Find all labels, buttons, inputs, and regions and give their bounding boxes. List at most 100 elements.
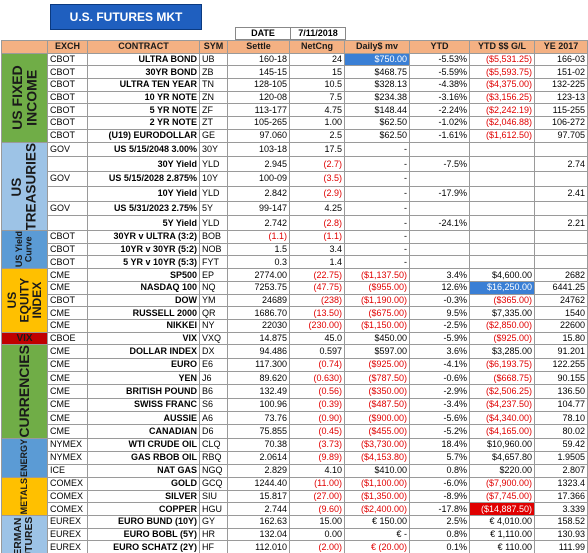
cell: (2.9) (289, 185, 345, 202)
cell: - (344, 255, 410, 270)
cell: NOB (199, 242, 228, 257)
cell (469, 185, 535, 202)
cell: 80.02 (534, 424, 588, 439)
cell: (11.00) (289, 476, 345, 491)
cell: - (344, 215, 410, 232)
cell: ($14,887.50) (469, 502, 535, 516)
cell (534, 242, 588, 257)
cell: 128-105 (227, 78, 290, 92)
cell: -4.1% (409, 357, 470, 373)
data-row: CME CANADIAN D6 75.855 (0.45) ($455.00) -5.2%(… (2, 424, 588, 439)
cell: (9.89) (289, 450, 345, 465)
cell: 100-09 (227, 171, 290, 187)
cell: € (20.00) (344, 540, 410, 553)
cell: ($787.50) (344, 371, 410, 386)
cell: 2.5 (289, 128, 345, 143)
cell (409, 171, 470, 187)
cell: -24.1% (409, 215, 470, 232)
data-row: CME RUSSELL 2000 QR 1686.70 (13.50) ($675.00)… (2, 306, 588, 320)
cell (409, 242, 470, 257)
cell: US 5/15/2048 3.00% (87, 141, 200, 158)
cell: 112.010 (227, 540, 290, 553)
cell: D6 (199, 424, 228, 439)
cell: ICE (47, 463, 88, 478)
data-row: US Yield Curve CBOT 30YR v ULTRA (3:2) BOB(… (1, 230, 588, 270)
data-row: COMEX COPPER HGU 2.744 (9.60) ($2,400.00) -17.… (2, 502, 588, 516)
cell: RBQ (199, 450, 228, 465)
cell: GY (199, 514, 228, 529)
cell: 3.6% (409, 344, 470, 359)
data-row: ICE NAT GAS NGQ 2.829 4.10 $410.00 0.8% $220.00… (2, 463, 588, 478)
cell: CBOT (47, 128, 88, 143)
cell: RUSSELL 2000 (87, 306, 200, 320)
cell: TN (199, 78, 228, 92)
cell (469, 230, 535, 244)
cell: ($925.00) (469, 331, 535, 346)
cell: (2.8) (289, 215, 345, 232)
cell: CLQ (199, 437, 228, 452)
cell: 130.93 (534, 527, 588, 542)
cell: 4.10 (289, 463, 345, 478)
date-label: DATE (235, 27, 291, 40)
cell: CBOT (47, 116, 88, 130)
cell: 160-18 (227, 52, 290, 67)
group-label-cell: ENERGY (1, 437, 48, 478)
sheet-title: U.S. FUTURES MKT (50, 4, 202, 30)
cell: GOLD (87, 476, 200, 491)
cell: FYT (199, 255, 228, 270)
group-label-cell: US EQUITY INDEX (1, 268, 48, 333)
column-header: Settle (227, 40, 290, 54)
cell: HF (199, 540, 228, 553)
cell: (2.00) (289, 540, 345, 553)
cell: CME (47, 411, 88, 426)
date-value: 7/11/2018 (290, 27, 346, 40)
group-label-cell: US FIXED INCOME (1, 52, 48, 143)
cell: 5Y (199, 200, 228, 217)
cell (409, 200, 470, 217)
cell: 6441.25 (534, 280, 588, 295)
cell: VXQ (199, 331, 228, 346)
cell: EUREX (47, 527, 88, 542)
cell: ($3,730.00) (344, 437, 410, 452)
cell: NIKKEI (87, 318, 200, 333)
cell: COMEX (47, 489, 88, 504)
cell: NY (199, 318, 228, 333)
group-label: ENERGY (18, 438, 29, 477)
group-label: US Yield Curve (14, 231, 34, 268)
cell: 3.339 (534, 502, 588, 516)
cell: DX (199, 344, 228, 359)
data-row: 5Y Yield YLD 2.742 (2.8) - -24.1% 2.21 (2, 215, 588, 232)
data-row: CBOT 30YR BOND ZB 145-15 15 $468.75 -5.59% ($5,… (2, 65, 588, 80)
cell: COPPER (87, 502, 200, 516)
data-row: CBOT 5 YR NOTE ZF 113-177 4.75 $148.44 -2.24%(… (2, 103, 588, 118)
cell: ($1,150.00) (344, 318, 410, 333)
cell: ($925.00) (344, 357, 410, 373)
cell (47, 185, 88, 202)
cell: 10Y (199, 171, 228, 187)
cell: 70.38 (227, 437, 290, 452)
cell: 111.99 (534, 540, 588, 553)
cell (534, 230, 588, 244)
cell: 166-03 (534, 52, 588, 67)
cell: 97.060 (227, 128, 290, 143)
cell: (3.73) (289, 437, 345, 452)
cell: -5.59% (409, 65, 470, 80)
cell: AUSSIE (87, 411, 200, 426)
cell: ($350.00) (344, 384, 410, 399)
cell: 113-177 (227, 103, 290, 118)
cell: GOV (47, 171, 88, 187)
cell: 1686.70 (227, 306, 290, 320)
cell: $750.00 (344, 52, 410, 67)
cell: 103-18 (227, 141, 290, 158)
cell: 0.00 (289, 527, 345, 542)
cell: CBOT (47, 293, 88, 308)
cell: 10 YR NOTE (87, 90, 200, 105)
cell: 90.155 (534, 371, 588, 386)
cell: DOW (87, 293, 200, 308)
group-label-cell: US Yield Curve (1, 230, 48, 270)
cell: 0.8% (409, 527, 470, 542)
cell: EUREX (47, 540, 88, 553)
cell: 132.49 (227, 384, 290, 399)
cell: (0.630) (289, 371, 345, 386)
cell: -5.2% (409, 424, 470, 439)
